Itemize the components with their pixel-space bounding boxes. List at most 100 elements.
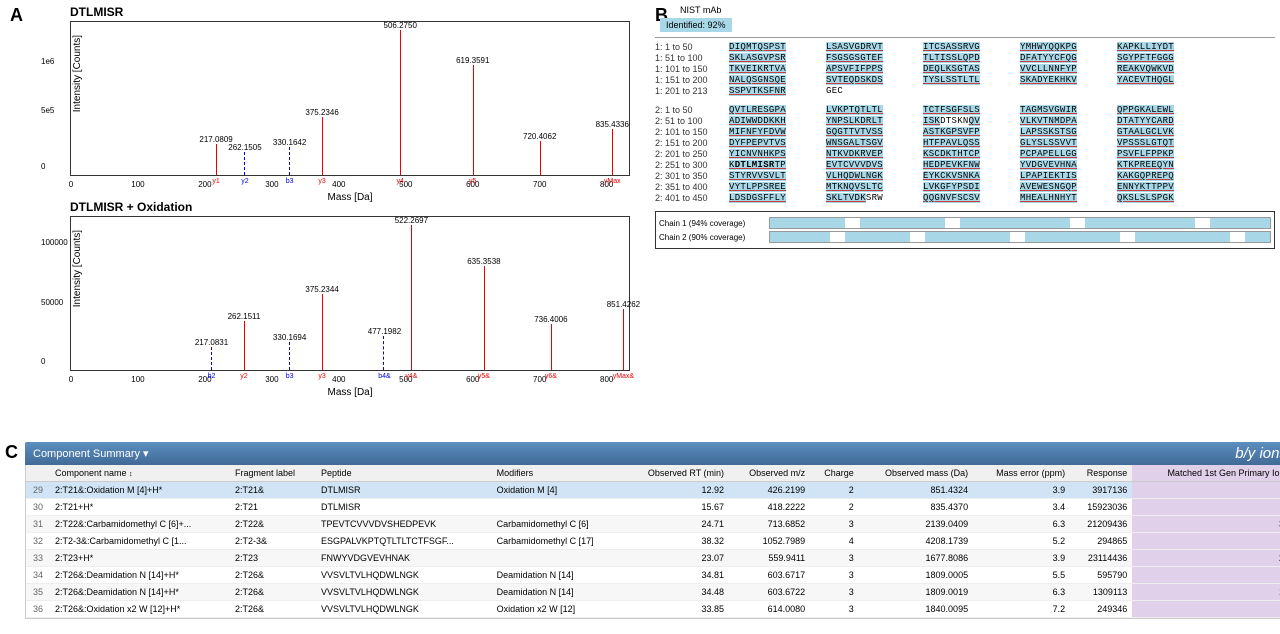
seq-block[interactable]: FSGSGSGTEF (824, 53, 909, 63)
seq-block[interactable]: TKVEIKRTVA (727, 64, 812, 74)
seq-block[interactable]: EYKCKVSNKA (921, 171, 1006, 181)
peak[interactable]: 330.1642b3 (289, 147, 290, 175)
table-row[interactable]: 342:T26&:Deamidation N [14]+H*2:T26&VVSV… (26, 567, 1280, 584)
table-row[interactable]: 312:T22&:Carbamidomethyl C [6]+...2:T22&… (26, 516, 1280, 533)
sequence-container[interactable]: 1: 1 to 50DIQMTQSPSTLSASVGDRVTITCSASSRVG… (655, 37, 1275, 203)
seq-block[interactable]: GLYSLSSVVT (1018, 138, 1103, 148)
seq-block[interactable]: DTATYYCARD (1115, 116, 1200, 126)
seq-block[interactable]: LVKPTQTLTL (824, 105, 909, 115)
seq-block[interactable]: WNSGALTSGV (824, 138, 909, 148)
peak[interactable]: 835.4336yMax (612, 129, 613, 175)
table-row[interactable]: 362:T26&:Oxidation x2 W [12]+H*2:T26&VVS… (26, 601, 1280, 618)
seq-block[interactable]: PSVFLFPPKP (1115, 149, 1200, 159)
seq-block[interactable]: YMHWYQQKPG (1018, 42, 1103, 52)
table-row[interactable]: 352:T26&:Deamidation N [14]+H*2:T26&VVSV… (26, 584, 1280, 601)
seq-block[interactable]: QQGNVFSCSV (921, 193, 1006, 203)
chart1-area[interactable]: Intensity [Counts] Mass [Da] 1e65e500100… (70, 21, 630, 176)
seq-block[interactable]: DYFPEPVTVS (727, 138, 812, 148)
seq-block[interactable]: SVTEQDSKDS (824, 75, 909, 85)
seq-block[interactable]: NALQSGNSQE (727, 75, 812, 85)
peak[interactable]: 851.4262yMax& (623, 309, 624, 370)
col-header[interactable]: Fragment label (230, 465, 316, 482)
seq-block[interactable]: SKLTVDKSRW (824, 193, 909, 203)
seq-block[interactable]: GEC (824, 86, 909, 96)
col-header[interactable]: Observed RT (min) (623, 465, 729, 482)
col-header[interactable]: Peptide (316, 465, 492, 482)
seq-block[interactable]: VLHQDWLNGK (824, 171, 909, 181)
seq-block[interactable]: EVTCVVVDVS (824, 160, 909, 170)
seq-block[interactable]: MIFNFYFDVW (727, 127, 812, 137)
seq-block[interactable]: SKADYEKHKV (1018, 75, 1103, 85)
seq-block[interactable]: VPSSSLGTQT (1115, 138, 1200, 148)
peak[interactable]: 506.2750y4 (400, 30, 401, 175)
seq-block[interactable]: APSVFIFPPS (824, 64, 909, 74)
seq-block[interactable]: YNPSLKDRLT (824, 116, 909, 126)
peak[interactable]: 720.4062 (540, 141, 541, 175)
col-header[interactable]: Modifiers (492, 465, 624, 482)
seq-block[interactable]: REAKVQWKVD (1115, 64, 1200, 74)
seq-block[interactable]: NTKVDKRVEP (824, 149, 909, 159)
col-header[interactable]: Component name ↕ (50, 465, 230, 482)
seq-block[interactable]: HEDPEVKFNW (921, 160, 1006, 170)
peak[interactable]: 619.3591y5 (473, 65, 474, 175)
seq-block[interactable]: QVTLRESGPA (727, 105, 812, 115)
seq-block[interactable]: AVEWESNGQP (1018, 182, 1103, 192)
col-header[interactable]: Matched 1st Gen Primary Ions (1132, 465, 1280, 482)
peak[interactable]: 477.1982b4& (383, 336, 384, 370)
table-row[interactable]: 332:T23+H*2:T23FNWYVDGVEVHNAK23.07559.94… (26, 550, 1280, 567)
peak[interactable]: 635.3538y5& (484, 266, 485, 370)
seq-block[interactable]: ADIWWDDKKH (727, 116, 812, 126)
peak[interactable]: 736.4006y6& (551, 324, 552, 370)
seq-block[interactable]: LVKGFYPSDI (921, 182, 1006, 192)
seq-block[interactable]: HTFPAVLQSS (921, 138, 1006, 148)
seq-block[interactable]: YVDGVEVHNA (1018, 160, 1103, 170)
seq-block[interactable]: TAGMSVGWIR (1018, 105, 1103, 115)
peak[interactable]: 262.1511y2 (244, 321, 245, 370)
col-header[interactable] (26, 465, 50, 482)
seq-block[interactable]: SKLASGVPSR (727, 53, 812, 63)
seq-block[interactable]: SSPVTKSFNR (727, 86, 812, 96)
peak[interactable]: 522.2697y4& (411, 225, 412, 370)
table-row[interactable]: 292:T21&:Oxidation M [4]+H*2:T21&DTLMISR… (26, 482, 1280, 499)
seq-block[interactable]: LSASVGDRVT (824, 42, 909, 52)
seq-block[interactable]: DIQMTQSPST (727, 42, 812, 52)
seq-block[interactable]: GTAALGCLVK (1115, 127, 1200, 137)
seq-block[interactable]: LDSDGSFFLY (727, 193, 812, 203)
peak[interactable]: 217.0809y1 (216, 144, 217, 175)
col-header[interactable]: Response (1070, 465, 1132, 482)
seq-block[interactable]: TYSLSSTLTL (921, 75, 1006, 85)
seq-block[interactable]: QPPGKALEWL (1115, 105, 1200, 115)
peak[interactable]: 330.1694b3 (289, 342, 290, 370)
seq-block[interactable]: KAKGQPREPQ (1115, 171, 1200, 181)
seq-block[interactable]: YACEVTHQGL (1115, 75, 1200, 85)
seq-block[interactable]: ENNYKTTPPV (1115, 182, 1200, 192)
seq-block[interactable]: STYRVVSVLT (727, 171, 812, 181)
seq-block[interactable]: ISKDTSKNQV (921, 116, 1006, 126)
seq-block[interactable]: QKSLSLSPGK (1115, 193, 1200, 203)
seq-block[interactable]: LPAPIEKTIS (1018, 171, 1103, 181)
component-table[interactable]: Component name ↕Fragment labelPeptideMod… (26, 465, 1280, 618)
seq-block[interactable]: KSCDKTHTCP (921, 149, 1006, 159)
col-header[interactable]: Mass error (ppm) (973, 465, 1070, 482)
seq-block[interactable]: GQGTTVTVSS (824, 127, 909, 137)
component-summary-dropdown[interactable]: Component Summary ▾ (33, 447, 149, 460)
col-header[interactable]: Observed m/z (729, 465, 810, 482)
seq-block[interactable]: KTKPREEQYN (1115, 160, 1200, 170)
seq-block[interactable]: TCTFSGFSLS (921, 105, 1006, 115)
peak[interactable]: 217.0831b2 (211, 347, 212, 370)
seq-block[interactable]: ITCSASSRVG (921, 42, 1006, 52)
chart2-area[interactable]: Intensity [Counts] Mass [Da] 10000050000… (70, 216, 630, 371)
peak[interactable]: 375.2346y3 (322, 117, 323, 175)
seq-block[interactable]: SGYPFTFGGG (1115, 53, 1200, 63)
seq-block[interactable]: MHEALHNHYT (1018, 193, 1103, 203)
seq-block[interactable]: VVCLLNNFYP (1018, 64, 1103, 74)
peak[interactable]: 375.2344y3 (322, 294, 323, 371)
seq-block[interactable]: VLKVTNMDPA (1018, 116, 1103, 126)
seq-block[interactable]: PCPAPELLGG (1018, 149, 1103, 159)
seq-block[interactable]: VYTLPPSREE (727, 182, 812, 192)
seq-block[interactable]: LAPSSKSTSG (1018, 127, 1103, 137)
seq-block[interactable]: DEQLKSGTAS (921, 64, 1006, 74)
seq-block[interactable]: TLTISSLQPD (921, 53, 1006, 63)
col-header[interactable]: Observed mass (Da) (859, 465, 973, 482)
seq-block[interactable]: YICNVNHKPS (727, 149, 812, 159)
